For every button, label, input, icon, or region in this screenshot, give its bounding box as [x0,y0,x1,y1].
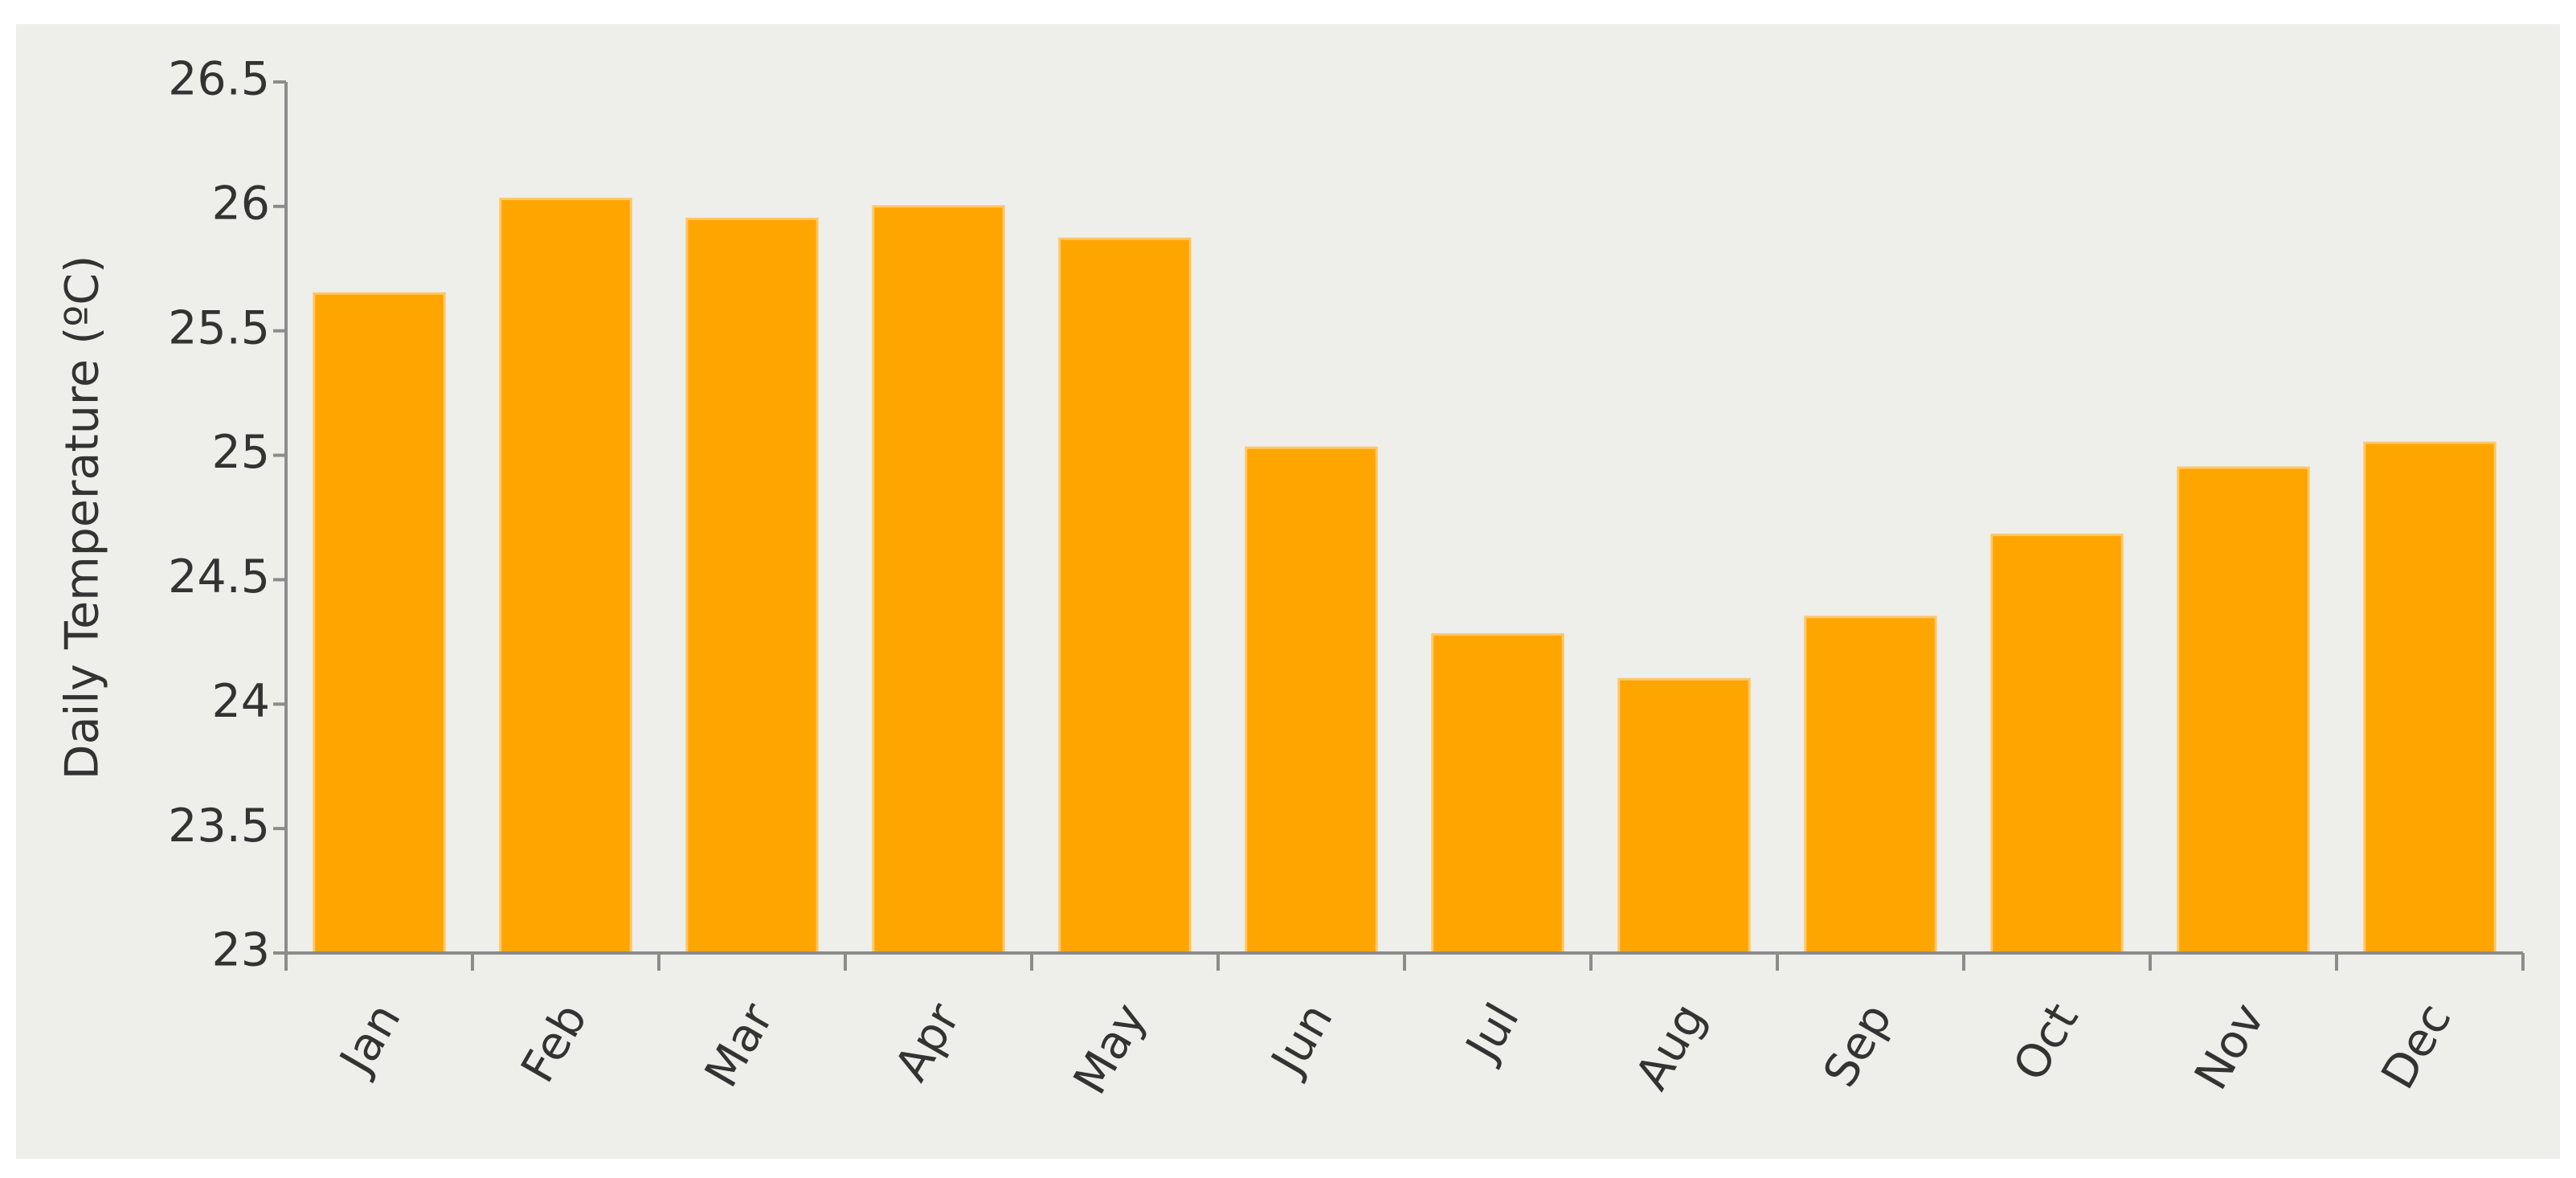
bar [1804,616,1937,955]
bar [685,217,819,955]
bar [499,198,632,955]
bar [2177,466,2310,955]
bar [872,205,1005,955]
bar [313,292,446,955]
y-tick-label: 26.5 [168,53,270,106]
bar [1431,633,1564,955]
bar [1990,534,2124,955]
y-tick-label: 24.5 [168,550,270,603]
y-tick-label: 23 [211,924,270,977]
y-tick-label: 25.5 [168,301,270,354]
y-axis-title: Daily Temperature (ºC) [56,256,109,780]
bar [2363,441,2496,955]
y-tick-label: 26 [211,177,270,230]
y-tick-label: 24 [211,675,270,728]
y-tick-label: 23.5 [168,800,270,853]
bar [1058,237,1192,955]
bar [1617,677,1751,955]
bar [1245,446,1378,955]
y-tick-label: 25 [211,426,270,479]
